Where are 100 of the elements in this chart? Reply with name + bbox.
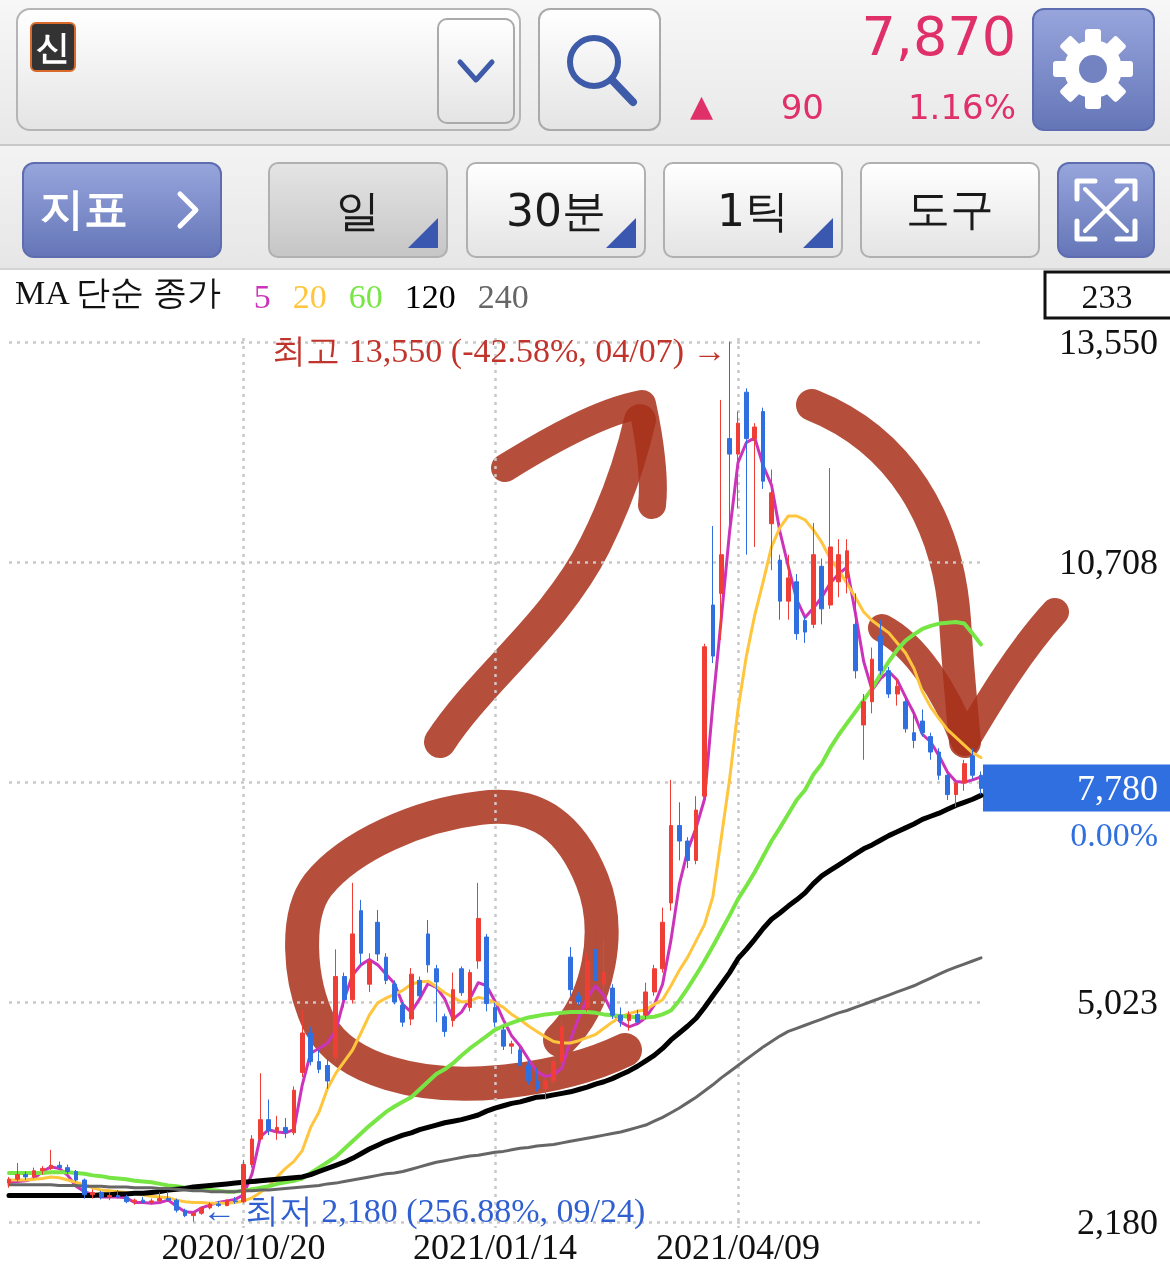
text: 60	[348, 277, 383, 315]
candlestick	[292, 1085, 296, 1136]
candlestick	[937, 747, 941, 781]
candlestick	[124, 1194, 129, 1204]
text: 1.16%	[907, 86, 1016, 129]
candlestick	[685, 836, 690, 869]
candlestick	[627, 1010, 631, 1032]
candlestick	[317, 1049, 321, 1074]
candlestick	[342, 972, 347, 1008]
candlestick	[417, 975, 422, 1001]
candlestick	[828, 467, 833, 610]
candlestick	[677, 801, 682, 861]
candlestick	[375, 909, 380, 962]
candlestick	[652, 964, 657, 997]
text: 20	[292, 277, 327, 315]
text: 120	[404, 277, 456, 315]
candlestick	[49, 1149, 53, 1171]
candlestick	[32, 1167, 36, 1179]
text: 233	[1081, 277, 1133, 315]
candlestick	[509, 1040, 514, 1055]
candlestick	[870, 647, 874, 714]
candlestick	[618, 1006, 623, 1028]
candlestick	[803, 616, 807, 644]
candlestick	[945, 770, 950, 801]
text: 일	[336, 184, 380, 238]
y-tick-label: 5,023	[1077, 981, 1158, 1022]
text: 도구	[906, 182, 994, 236]
candlestick	[233, 1196, 238, 1205]
candlestick	[266, 1099, 271, 1136]
candlestick	[15, 1162, 20, 1183]
candlestick	[434, 964, 439, 1023]
candlestick	[903, 697, 908, 734]
candlestick	[711, 525, 715, 664]
candlestick	[191, 1212, 196, 1223]
candlestick	[761, 407, 765, 490]
candlestick	[744, 387, 749, 556]
candlestick	[250, 1134, 254, 1169]
candlestick	[258, 1072, 263, 1142]
candlestick	[90, 1188, 95, 1200]
candlestick	[484, 933, 489, 1012]
candlestick	[141, 1196, 145, 1204]
candlestick	[526, 1060, 531, 1086]
candlestick	[845, 538, 849, 594]
candlestick	[886, 666, 891, 699]
candlestick	[350, 882, 355, 1005]
candlestick	[778, 554, 782, 621]
candlestick	[878, 619, 883, 676]
candlestick	[752, 422, 757, 548]
candlestick	[468, 969, 472, 1012]
y-tick-label: 2,180	[1077, 1201, 1158, 1242]
candlestick	[99, 1190, 104, 1200]
candlestick	[928, 732, 933, 761]
text: 7,870	[861, 4, 1016, 70]
candlestick	[216, 1200, 221, 1208]
text: 신	[30, 22, 76, 72]
candlestick	[568, 946, 573, 997]
candlestick	[275, 1115, 279, 1141]
legend-title: MA 단순 종가	[15, 273, 221, 311]
candlestick	[57, 1160, 62, 1171]
candlestick	[199, 1205, 204, 1216]
candlestick	[895, 678, 900, 707]
candlestick	[643, 982, 648, 1020]
candlestick	[208, 1201, 212, 1210]
candlestick	[174, 1198, 179, 1214]
line-series	[7, 620, 983, 1194]
candlestick	[794, 573, 799, 641]
candlestick	[719, 399, 724, 641]
candlestick	[962, 759, 967, 792]
candlestick	[325, 1057, 330, 1090]
candlestick	[476, 882, 481, 970]
x-tick-label: 2021/04/09	[655, 1227, 821, 1267]
candlestick	[359, 899, 363, 966]
candlestick	[769, 469, 774, 571]
candlestick	[535, 1067, 539, 1093]
candlestick	[585, 952, 590, 1012]
candlestick	[426, 919, 430, 974]
candlestick	[861, 693, 866, 761]
candlestick	[543, 1076, 548, 1101]
candlestick	[694, 795, 698, 865]
candlestick	[593, 925, 598, 989]
text: 90	[780, 86, 824, 129]
candlestick	[836, 538, 841, 598]
candlestick	[736, 411, 740, 509]
y-tick-label: 13,550	[1059, 321, 1158, 362]
candlestick	[493, 1002, 497, 1028]
candlestick	[669, 779, 673, 912]
candlestick	[65, 1164, 70, 1175]
candlestick	[819, 558, 824, 625]
candlestick	[786, 554, 791, 621]
candlestick	[518, 1045, 522, 1070]
candlestick	[459, 965, 464, 997]
candlestick	[560, 1018, 564, 1066]
candlestick	[501, 1026, 506, 1051]
candlestick	[225, 1198, 229, 1207]
text: 240	[477, 277, 529, 315]
candlestick	[107, 1191, 112, 1201]
text: ▲	[690, 87, 714, 125]
candlestick	[451, 972, 455, 1028]
annotation: 최고 13,550 (-42.58%, 04/07) →	[272, 332, 727, 371]
candlestick	[920, 708, 925, 738]
